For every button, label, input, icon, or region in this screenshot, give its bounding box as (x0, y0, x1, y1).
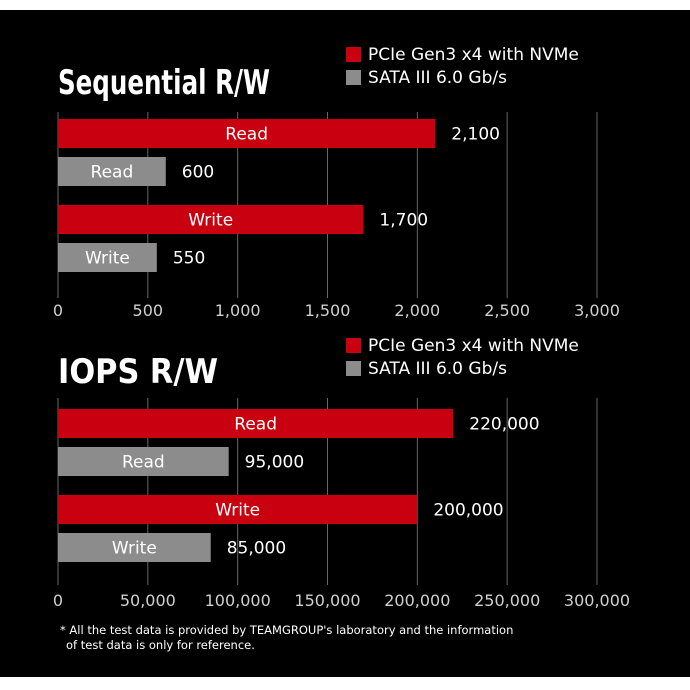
iops-tick-label: 150,000 (294, 591, 360, 610)
iops-tick-label: 200,000 (384, 591, 450, 610)
iops-bar-write-sata (58, 533, 211, 562)
footnote-line-2: of test data is only for reference. (66, 638, 255, 652)
seq-bar-read-sata-label: Read (91, 163, 134, 183)
iops-bar-write-nvme-value: 200,000 (433, 501, 503, 521)
iops-bar-write-sata-label: Write (112, 539, 157, 559)
seq-legend-swatch-sata (346, 70, 361, 85)
footnote-line-1: * All the test data is provided by TEAMG… (60, 623, 513, 637)
iops-bar-read-sata-value: 95,000 (245, 453, 304, 473)
iops-legend-swatch-nvme (346, 338, 361, 353)
seq-bar-write-nvme (58, 205, 364, 234)
seq-legend-swatch-nvme (346, 47, 361, 62)
iops-legend-label-sata: SATA III 6.0 Gb/s (368, 359, 507, 379)
iops-bar-read-nvme (58, 409, 454, 438)
iops-chart: IOPS R/W PCIe Gen3 x4 with NVMe SATA III 6… (53, 336, 630, 610)
seq-bar-read-sata-value: 600 (182, 163, 214, 183)
iops-bar-read-nvme-label: Read (234, 415, 277, 435)
iops-legend-label-nvme: PCIe Gen3 x4 with NVMe (368, 336, 579, 356)
iops-bar-write-sata-value: 85,000 (227, 539, 286, 559)
seq-tick-label: 0 (53, 301, 63, 320)
seq-bar-write-sata-label: Write (85, 249, 130, 269)
seq-chart-title: Sequential R/W (58, 63, 270, 103)
seq-bar-write-sata-value: 550 (173, 249, 205, 269)
iops-bar-write-nvme (58, 495, 418, 524)
seq-legend-label-sata: SATA III 6.0 Gb/s (368, 68, 507, 88)
iops-legend-swatch-sata (346, 361, 361, 376)
seq-bar-write-nvme-value: 1,700 (379, 211, 428, 231)
seq-bar-read-nvme-label: Read (225, 125, 268, 145)
seq-tick-label: 2,000 (394, 301, 440, 320)
seq-legend-label-nvme: PCIe Gen3 x4 with NVMe (368, 45, 579, 65)
seq-tick-label: 1,000 (215, 301, 261, 320)
seq-bar-read-sata (58, 157, 166, 186)
seq-bar-read-nvme-value: 2,100 (451, 125, 500, 145)
seq-bar-write-nvme-label: Write (188, 211, 233, 231)
sequential-chart: Sequential R/W PCIe Gen3 x4 with NVMe SATA… (53, 45, 620, 320)
seq-bar-read-nvme (58, 119, 436, 148)
iops-tick-label: 250,000 (474, 591, 540, 610)
iops-bar-read-nvme-value: 220,000 (469, 415, 539, 435)
seq-tick-label: 500 (133, 301, 164, 320)
iops-bar-read-sata (58, 447, 229, 476)
iops-tick-label: 300,000 (564, 591, 630, 610)
seq-bar-write-sata (58, 243, 157, 272)
iops-tick-label: 0 (53, 591, 63, 610)
seq-tick-label: 3,000 (574, 301, 620, 320)
iops-chart-title: IOPS R/W (58, 352, 218, 392)
iops-tick-label: 50,000 (120, 591, 176, 610)
seq-tick-label: 1,500 (305, 301, 351, 320)
iops-tick-label: 100,000 (205, 591, 271, 610)
seq-tick-label: 2,500 (484, 301, 530, 320)
iops-bar-read-sata-label: Read (122, 453, 165, 473)
iops-bar-write-nvme-label: Write (215, 501, 260, 521)
